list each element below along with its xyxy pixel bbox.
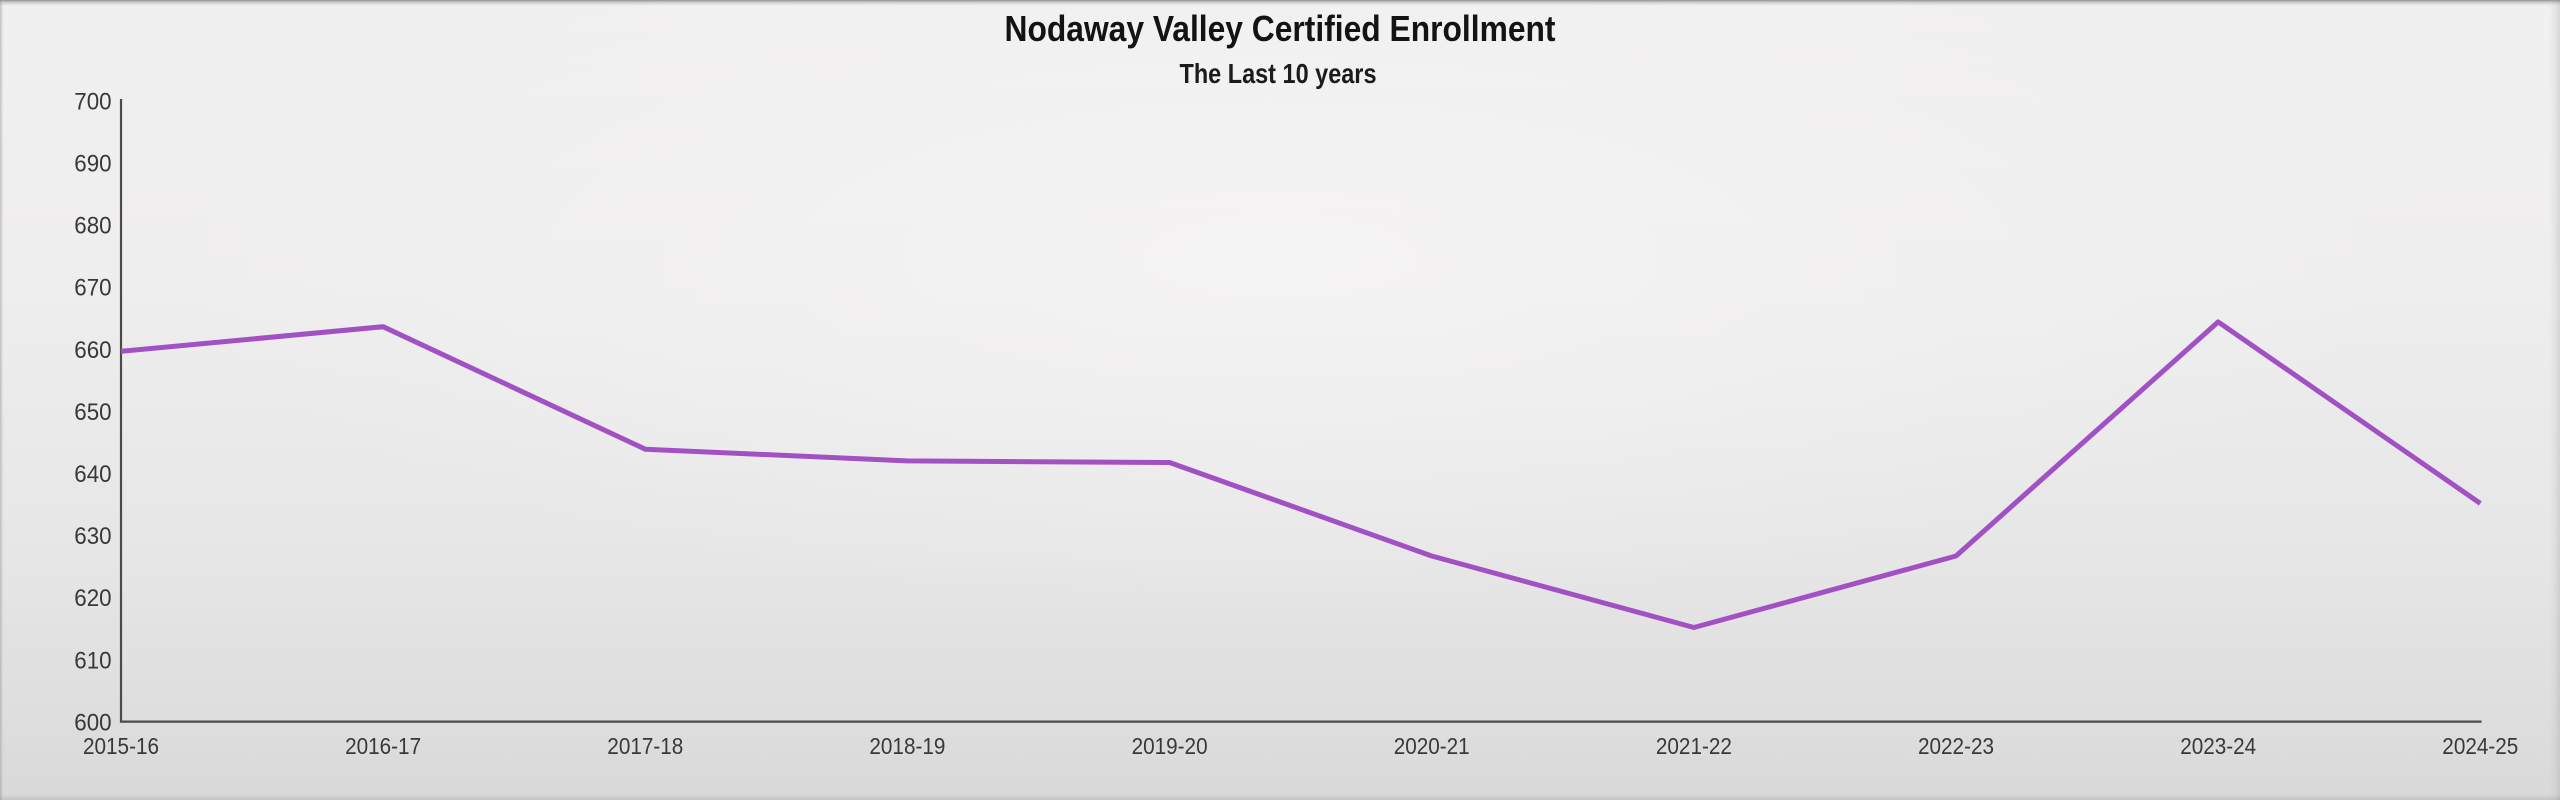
svg-text:2020-21: 2020-21 [1394,733,1470,759]
svg-text:2019-20: 2019-20 [1132,733,1208,759]
svg-text:690: 690 [74,151,111,178]
svg-text:2022-23: 2022-23 [1918,733,1994,759]
svg-text:The Last 10 years: The Last 10 years [1180,58,1377,89]
svg-text:680: 680 [74,213,111,240]
svg-text:2023-24: 2023-24 [2180,733,2256,759]
svg-text:2018-19: 2018-19 [869,733,945,759]
svg-text:2015-16: 2015-16 [83,733,159,759]
svg-text:660: 660 [74,337,111,364]
svg-text:610: 610 [74,647,111,674]
svg-text:640: 640 [74,461,111,488]
svg-text:2024-25: 2024-25 [2442,733,2518,759]
svg-text:620: 620 [74,585,111,612]
svg-text:700: 700 [74,88,111,115]
svg-text:630: 630 [74,523,111,550]
svg-text:600: 600 [74,709,111,736]
svg-text:650: 650 [74,399,111,426]
svg-text:2021-22: 2021-22 [1656,733,1732,759]
svg-text:Nodaway Valley Certified Enrol: Nodaway Valley Certified Enrollment [1005,8,1556,49]
svg-text:2016-17: 2016-17 [345,733,421,759]
svg-text:670: 670 [74,275,111,302]
svg-text:2017-18: 2017-18 [607,733,683,759]
